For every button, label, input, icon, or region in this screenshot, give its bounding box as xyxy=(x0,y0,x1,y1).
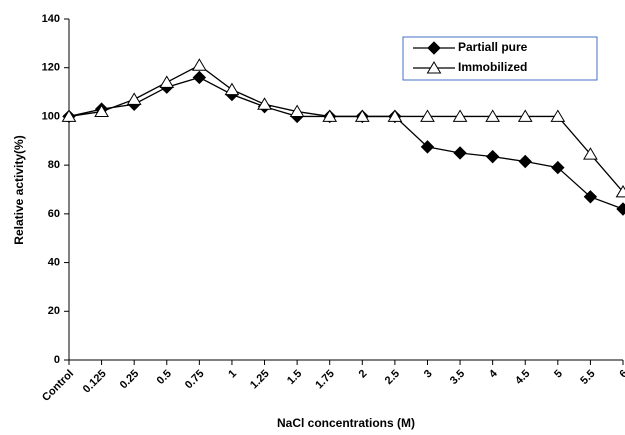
x-tick-label: Control xyxy=(40,368,76,404)
data-point xyxy=(615,184,625,198)
data-point xyxy=(550,109,566,122)
x-tick-label: 5 xyxy=(552,368,565,381)
x-tick-label: 0.125 xyxy=(81,368,109,396)
x-tick-label: 1 xyxy=(226,368,239,381)
x-tick-label: 0.75 xyxy=(183,368,207,392)
data-point xyxy=(61,109,77,122)
data-point xyxy=(452,109,468,122)
legend-label: Immobilized xyxy=(458,60,527,74)
x-tick-label: 1.25 xyxy=(248,368,272,392)
data-point xyxy=(485,109,501,122)
x-tick-label: 5.5 xyxy=(578,368,597,387)
data-point xyxy=(518,154,532,169)
y-tick-label: 20 xyxy=(48,305,60,317)
x-tick-label: 0.25 xyxy=(118,368,142,392)
data-point xyxy=(192,70,207,85)
y-tick-label: 100 xyxy=(42,110,60,122)
data-point xyxy=(583,147,598,160)
data-point xyxy=(517,109,533,122)
x-tick-label: 4.5 xyxy=(513,368,532,387)
data-point xyxy=(485,149,500,164)
x-tick-label: 3 xyxy=(422,368,435,381)
x-tick-label: 1.5 xyxy=(285,368,304,387)
x-axis-label: NaCl concentrations (M) xyxy=(277,416,415,430)
data-point xyxy=(387,109,403,122)
data-point xyxy=(94,104,109,118)
data-point xyxy=(159,75,175,88)
data-point xyxy=(551,160,565,175)
x-tick-label: 2.5 xyxy=(383,368,402,387)
y-tick-label: 60 xyxy=(48,208,60,220)
data-point xyxy=(126,92,142,105)
data-point xyxy=(354,109,370,122)
x-tick-label: 1.75 xyxy=(313,368,337,392)
y-tick-label: 120 xyxy=(42,62,60,74)
data-point xyxy=(420,140,435,154)
legend-marker xyxy=(426,61,442,74)
data-point xyxy=(420,109,435,122)
y-axis-label: Relative activity(%) xyxy=(12,135,26,244)
data-point xyxy=(322,109,338,122)
data-point xyxy=(191,58,207,71)
data-point xyxy=(224,82,240,96)
data-point xyxy=(616,202,625,216)
x-tick-label: 3.5 xyxy=(448,368,467,387)
data-point xyxy=(289,104,305,118)
y-tick-label: 40 xyxy=(48,256,60,268)
legend-label: Partiall pure xyxy=(458,40,528,54)
x-tick-label: 0.5 xyxy=(155,368,174,387)
legend-marker xyxy=(427,41,441,55)
y-tick-label: 80 xyxy=(48,159,60,171)
data-point xyxy=(257,97,272,110)
y-tick-label: 140 xyxy=(42,13,60,25)
y-tick-label: 0 xyxy=(54,354,60,366)
series-line xyxy=(68,64,624,193)
data-point xyxy=(583,190,598,204)
x-tick-label: 4 xyxy=(487,367,500,380)
data-point xyxy=(453,146,467,160)
x-tick-label: 6 xyxy=(617,368,625,381)
series-line xyxy=(68,76,624,210)
x-tick-label: 2 xyxy=(357,368,370,381)
